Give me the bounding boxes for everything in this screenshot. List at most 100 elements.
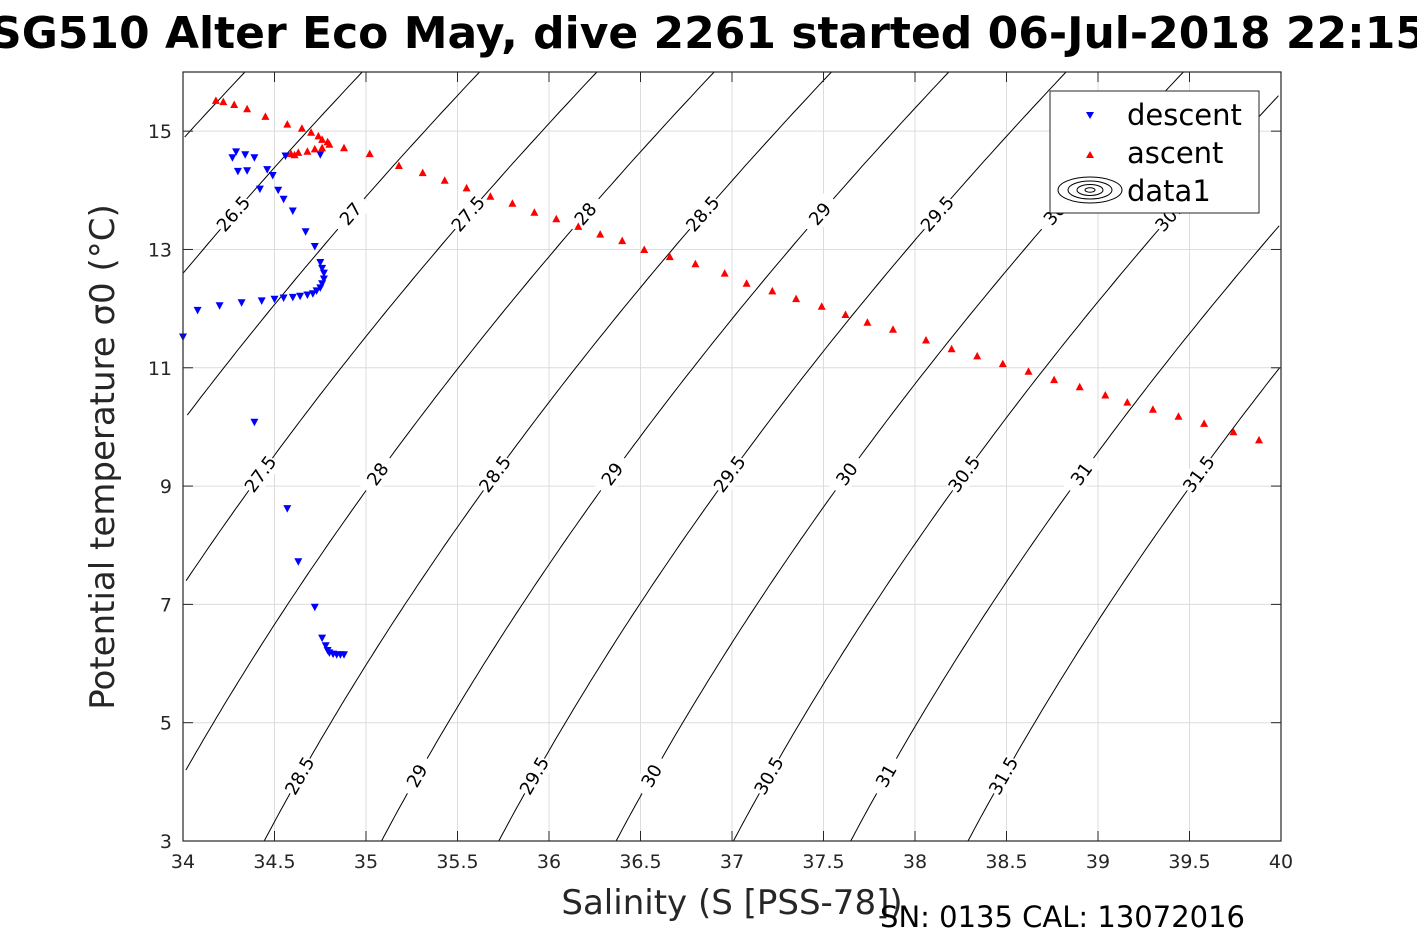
- x-tick-label: 35: [354, 851, 378, 873]
- ascent-point: [947, 344, 956, 353]
- ascent-point: [863, 318, 872, 326]
- ascent-point: [340, 143, 348, 152]
- ascent-point: [1075, 382, 1084, 391]
- y-tick-label: 13: [148, 239, 172, 261]
- ascent-point: [1229, 427, 1238, 436]
- descent-point: [243, 167, 252, 175]
- ascent-point: [1101, 391, 1110, 399]
- descent-point: [215, 302, 224, 310]
- descent-point: [233, 167, 242, 176]
- ascent-point: [1255, 435, 1263, 444]
- ascent-point: [1050, 375, 1059, 384]
- y-tick-label: 11: [148, 358, 172, 380]
- ascent-point: [817, 302, 826, 310]
- descent-point: [279, 294, 288, 302]
- ascent-point: [1200, 419, 1209, 427]
- descent-point: [281, 152, 290, 160]
- descent-point: [310, 603, 319, 612]
- ascent-point: [508, 199, 517, 207]
- ascent-point: [998, 359, 1007, 368]
- legend: descent ascent data1: [1049, 90, 1260, 214]
- ascent-point: [261, 112, 270, 120]
- descent-point: [250, 154, 259, 162]
- descent-point: [318, 264, 327, 273]
- descent-point: [288, 207, 297, 215]
- descent-point: [257, 297, 266, 305]
- descent-point: [294, 558, 303, 566]
- x-tick-label: 36.5: [619, 851, 661, 873]
- y-tick-label: 5: [160, 713, 172, 735]
- descent-point: [340, 651, 348, 659]
- y-tick-label: 15: [148, 121, 172, 143]
- ascent-point: [618, 236, 627, 245]
- ascent-point: [486, 192, 495, 200]
- y-tick-label: 3: [160, 831, 172, 853]
- descent-point: [270, 295, 279, 304]
- ascent-point: [310, 144, 319, 153]
- descent-point: [310, 243, 319, 251]
- contour-line: [185, 71, 598, 581]
- descent-point: [318, 634, 327, 643]
- x-tick-label: 34.5: [253, 851, 295, 873]
- x-tick-label: 40: [1269, 851, 1293, 873]
- ascent-point: [530, 208, 539, 216]
- ascent-point: [742, 279, 751, 287]
- x-tick-label: 34: [171, 851, 195, 873]
- descent-point: [255, 185, 264, 194]
- axis-ticks: 34 34.5 35 35.5 36 36.5 37 37.5 38 38.5 39 39.5 4035…: [148, 72, 1293, 873]
- legend-data1-label: data1: [1127, 174, 1211, 208]
- ascent-point: [365, 149, 374, 158]
- contour-line: [184, 71, 246, 138]
- ascent-point: [720, 269, 729, 277]
- ascent-point: [230, 100, 239, 108]
- descent-point: [316, 151, 325, 159]
- legend-data1-contour-icon: [1057, 176, 1123, 204]
- ascent-point: [318, 135, 327, 143]
- descent-point: [312, 287, 321, 295]
- descent-point: [241, 151, 250, 159]
- descent-point: [268, 172, 277, 180]
- ascent-point: [211, 96, 220, 104]
- ascent-point: [1024, 367, 1033, 375]
- descent-point: [308, 290, 317, 298]
- y-tick-label: 7: [160, 594, 172, 616]
- y-tick-label: 9: [160, 476, 172, 498]
- descent-point: [237, 299, 246, 307]
- descent-point: [228, 154, 237, 162]
- ascent-point: [574, 222, 583, 230]
- legend-ascent-label: ascent: [1127, 136, 1223, 170]
- contour-line: [185, 71, 715, 771]
- y-axis-label: Potential temperature σ0 (°C): [83, 204, 123, 710]
- data-markers: [179, 96, 1263, 659]
- ascent-point: [283, 120, 292, 128]
- ascent-point: [922, 336, 930, 344]
- ascent-point: [889, 325, 897, 333]
- ascent-point: [665, 252, 674, 261]
- x-tick-label: 39: [1086, 851, 1110, 873]
- ascent-point: [307, 128, 316, 136]
- descent-point: [303, 291, 312, 299]
- x-tick-label: 38: [903, 851, 927, 873]
- ascent-point: [314, 131, 323, 140]
- descent-point: [319, 275, 328, 283]
- descent-point: [274, 186, 283, 195]
- descent-point: [279, 195, 288, 204]
- x-tick-label: 37.5: [802, 851, 844, 873]
- descent-point: [263, 166, 272, 174]
- x-tick-label: 39.5: [1168, 851, 1210, 873]
- ascent-point: [303, 147, 312, 155]
- x-tick-label: 37: [720, 851, 744, 873]
- descent-point: [316, 259, 325, 267]
- x-tick-label: 36: [537, 851, 561, 873]
- ascent-point: [440, 176, 449, 184]
- legend-descent-marker: [1086, 112, 1094, 119]
- ascent-point: [318, 143, 327, 152]
- descent-point: [283, 505, 292, 513]
- ascent-point: [691, 259, 700, 268]
- legend-ascent-marker: [1086, 151, 1094, 158]
- descent-point: [301, 228, 310, 236]
- ascent-point: [841, 310, 850, 318]
- descent-point: [288, 293, 297, 302]
- ascent-point: [792, 294, 801, 303]
